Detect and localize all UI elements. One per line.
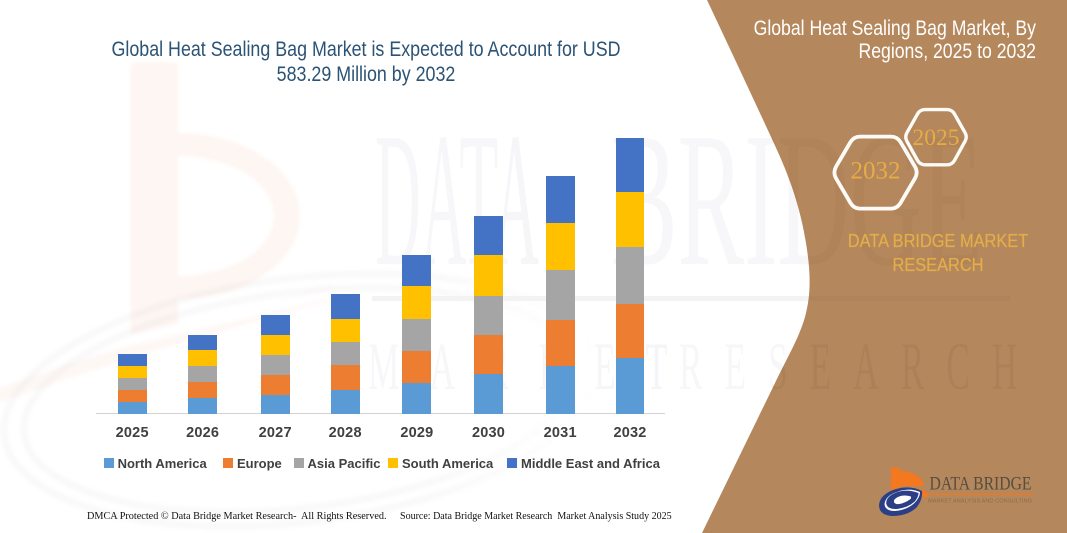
svg-text:DATA: DATA [375, 93, 539, 305]
svg-text:DATA BRIDGE: DATA BRIDGE [930, 475, 1032, 495]
svg-text:MARKET ANALYSIS AND CONSULTING: MARKET ANALYSIS AND CONSULTING [928, 499, 1032, 505]
svg-text:2025: 2025 [913, 125, 960, 151]
svg-text:2032: 2032 [851, 157, 901, 184]
